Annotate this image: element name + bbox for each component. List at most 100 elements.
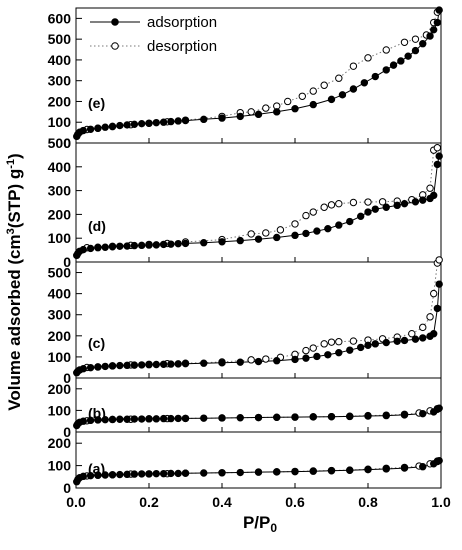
adsorption-point <box>116 470 124 479</box>
y-tick-label: 0 <box>63 424 71 440</box>
legend: adsorption desorption <box>90 14 217 55</box>
adsorption-point <box>327 412 336 421</box>
y-tick-label: 200 <box>48 381 72 397</box>
y-tick-label: 500 <box>48 265 72 281</box>
panel-label: (b) <box>88 405 106 421</box>
adsorption-point <box>346 466 354 475</box>
x-tick-label: 0.2 <box>139 494 159 510</box>
adsorption-point <box>116 242 124 250</box>
adsorption-point <box>79 126 88 135</box>
adsorption-point <box>435 6 443 14</box>
y-tick-label: 200 <box>48 93 72 109</box>
adsorption-point <box>419 334 427 342</box>
adsorption-point <box>200 359 208 367</box>
adsorption-point <box>145 241 153 249</box>
adsorption-point <box>371 340 379 348</box>
adsorption-point <box>393 337 401 346</box>
adsorption-point <box>430 191 438 200</box>
adsorption-point <box>254 357 263 366</box>
adsorption-point <box>138 241 146 250</box>
legend-adsorption-label: adsorption <box>147 14 217 31</box>
desorption-point <box>320 340 328 348</box>
adsorption-point <box>159 414 168 423</box>
panels-group: 0 100 200 300 400 500 600 (e) 0 100 200 300 400 500 (d… <box>48 6 443 496</box>
desorption-point <box>400 38 409 46</box>
adsorption-point <box>430 330 438 338</box>
adsorption-point <box>79 417 88 425</box>
adsorption-point <box>291 413 299 421</box>
desorption-point <box>262 355 270 363</box>
desorption-point <box>262 104 270 112</box>
panel-label: (d) <box>88 218 106 234</box>
adsorption-point <box>145 361 153 369</box>
y-tick-label: 400 <box>48 159 72 175</box>
adsorption-point <box>382 411 390 420</box>
adsorption-point <box>218 238 226 246</box>
adsorption-point <box>138 361 146 369</box>
adsorption-point <box>159 469 168 478</box>
adsorption-point <box>433 304 442 313</box>
adsorption-point <box>382 203 390 211</box>
adsorption-point <box>138 119 146 128</box>
adsorption-point <box>327 467 336 475</box>
adsorption-point <box>174 117 182 125</box>
adsorption-point <box>101 362 109 371</box>
adsorption-point <box>273 108 281 116</box>
adsorption-point <box>346 412 354 421</box>
adsorption-point <box>273 233 281 242</box>
adsorption-point <box>357 212 365 221</box>
legend-adsorption-marker <box>111 18 119 26</box>
adsorption-point <box>86 471 95 480</box>
adsorption-point <box>309 467 317 475</box>
desorption-point <box>327 201 336 209</box>
adsorption-point <box>86 363 95 372</box>
adsorption-point <box>181 414 190 423</box>
adsorption-point <box>159 240 168 249</box>
panel-label: (a) <box>88 460 105 476</box>
desorption-point <box>309 344 317 352</box>
adsorption-point <box>324 351 332 359</box>
desorption-point <box>349 337 358 345</box>
adsorption-point <box>167 117 175 126</box>
adsorption-point <box>291 355 299 364</box>
desorption-point <box>435 256 443 264</box>
adsorption-point <box>94 471 102 479</box>
panel-1: 0 100 200 300 400 500 (d) <box>48 135 443 270</box>
desorption-point <box>411 35 420 43</box>
adsorption-point <box>167 240 175 248</box>
adsorption-point <box>382 465 390 473</box>
adsorption-point <box>101 471 109 479</box>
panel-frame <box>75 377 442 433</box>
adsorption-point <box>181 239 190 248</box>
adsorption-point <box>101 415 109 424</box>
adsorption-point <box>167 360 175 368</box>
adsorption-point <box>426 32 434 40</box>
adsorption-point <box>382 66 390 74</box>
adsorption-point <box>108 471 117 479</box>
desorption-point <box>320 203 328 211</box>
x-tick-label: 0.6 <box>285 494 305 510</box>
desorption-point <box>327 338 336 346</box>
adsorption-point <box>79 472 88 481</box>
adsorption-point <box>349 85 358 93</box>
adsorption-point <box>433 160 442 169</box>
adsorption-point <box>291 231 299 240</box>
adsorption-point <box>86 125 95 133</box>
adsorption-point <box>108 415 117 424</box>
adsorption-point <box>404 52 412 60</box>
adsorption-point <box>302 229 310 238</box>
adsorption-point <box>145 119 153 127</box>
adsorption-point <box>364 412 372 420</box>
adsorption-point <box>116 121 124 130</box>
adsorption-point <box>236 112 244 121</box>
adsorption-point <box>411 46 420 55</box>
legend-desorption-label: desorption <box>147 38 217 55</box>
adsorption-point <box>200 239 208 247</box>
adsorption-point <box>123 415 131 423</box>
desorption-point <box>298 92 306 100</box>
adsorption-point <box>389 61 398 69</box>
y-tick-label: 0 <box>63 480 71 496</box>
adsorption-point <box>236 468 244 477</box>
adsorption-point <box>174 239 182 248</box>
adsorption-point <box>236 358 244 366</box>
